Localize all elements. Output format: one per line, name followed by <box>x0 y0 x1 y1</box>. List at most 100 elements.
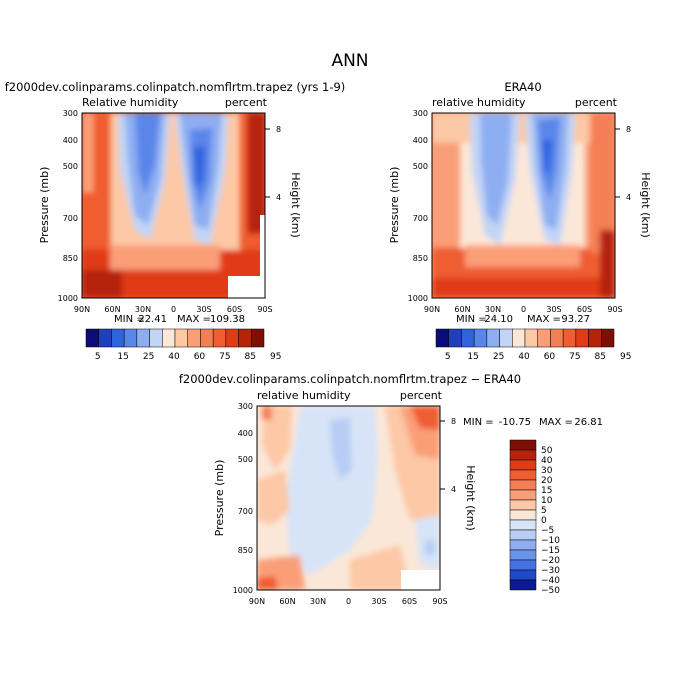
y2-tick-label: 4 <box>451 485 456 494</box>
colorbar-swatch <box>225 328 239 348</box>
x-tick-label: 90N <box>74 305 90 314</box>
panel-era40-variable: relative humidity <box>432 96 526 109</box>
panel-era40-xaxis: 90N 60N 30N 0 30S 60S 90S <box>424 305 623 314</box>
max-value: 93.27 <box>561 314 590 325</box>
y-tick-label: 1000 <box>408 294 428 303</box>
y2-tick-label: 8 <box>276 125 281 134</box>
y2-tick-label: 8 <box>451 417 456 426</box>
panel-model-yaxis: 300 400 500 700 850 1000 <box>58 109 78 303</box>
colorbar-label: −10 <box>541 536 560 546</box>
colorbar-label: −5 <box>541 526 554 536</box>
y2-tick-label: 4 <box>276 193 281 202</box>
y-tick-label: 700 <box>63 214 78 223</box>
colorbar-label: 5 <box>445 352 451 362</box>
panel-model-units: percent <box>225 96 268 109</box>
colorbar-label: 25 <box>143 352 154 362</box>
y-tick-label: 400 <box>63 136 78 145</box>
colorbar-label: 15 <box>117 352 128 362</box>
panel-model-colorbar: 5 15 25 40 60 75 85 95 <box>85 328 281 362</box>
colorbar-swatch <box>512 328 526 348</box>
colorbar-label: 15 <box>541 486 552 496</box>
x-tick-label: 90S <box>257 305 272 314</box>
y2-tick-label: 8 <box>626 125 631 134</box>
x-tick-label: 30S <box>371 597 386 606</box>
colorbar-label: 5 <box>95 352 101 362</box>
colorbar-swatch <box>200 328 214 348</box>
page-title: ANN <box>331 51 368 71</box>
panel-era40: ERA40 relative humidity percent <box>388 80 652 362</box>
panel-model-variable: Relative humidity <box>82 96 179 109</box>
colorbar-swatch <box>509 479 537 491</box>
min-label: MIN = <box>456 314 487 325</box>
colorbar-label: −20 <box>541 556 560 566</box>
panel-era40-units: percent <box>575 96 618 109</box>
colorbar-swatch <box>509 459 537 471</box>
max-value: 26.81 <box>574 417 603 428</box>
colorbar-swatch <box>509 469 537 481</box>
colorbar-swatch <box>136 328 150 348</box>
colorbar-swatch <box>499 328 513 348</box>
y-tick-label: 400 <box>238 429 253 438</box>
x-tick-label: 90N <box>424 305 440 314</box>
colorbar-label: 10 <box>541 496 553 506</box>
panel-era40-y2axis: 8 4 <box>615 125 631 202</box>
colorbar-swatch <box>509 539 537 551</box>
colorbar-swatch <box>174 328 188 348</box>
y-tick-label: 300 <box>413 109 428 118</box>
x-tick-label: 30S <box>546 305 561 314</box>
colorbar-label: 60 <box>544 352 556 362</box>
x-tick-label: 90N <box>249 597 265 606</box>
colorbar-swatch <box>509 559 537 571</box>
panel-model-y2label: Height (km) <box>289 172 302 238</box>
panel-era40-colorbar: 5 15 25 40 60 75 85 95 <box>435 328 631 362</box>
colorbar-swatch <box>509 529 537 541</box>
x-tick-label: 60S <box>402 597 417 606</box>
colorbar-swatch <box>509 569 537 581</box>
x-tick-label: 30S <box>196 305 211 314</box>
colorbar-swatch <box>524 328 538 348</box>
colorbar-swatch <box>509 489 537 501</box>
y-tick-label: 400 <box>413 136 428 145</box>
colorbar-label: 5 <box>541 506 547 516</box>
y2-tick-label: 4 <box>626 193 631 202</box>
panel-era40-yaxis: 300 400 500 700 850 1000 <box>408 109 428 303</box>
colorbar-swatch <box>435 328 449 348</box>
y-tick-label: 300 <box>63 109 78 118</box>
colorbar-label: −40 <box>541 576 560 586</box>
colorbar-label: 25 <box>493 352 504 362</box>
max-label: MAX = <box>177 314 211 325</box>
colorbar-label: 50 <box>541 446 553 456</box>
x-tick-label: 30N <box>135 305 151 314</box>
colorbar-swatch <box>509 499 537 511</box>
colorbar-label: 20 <box>541 476 553 486</box>
panel-model-y2axis: 8 4 <box>265 125 281 202</box>
colorbar-swatch <box>575 328 589 348</box>
colorbar-label: 40 <box>168 352 180 362</box>
min-value: 22.41 <box>138 314 167 325</box>
panel-difference: f2000dev.colinparams.colinpatch.nomflrtm… <box>179 372 603 606</box>
colorbar-swatch <box>461 328 475 348</box>
colorbar-swatch <box>123 328 138 348</box>
panel-difference-xaxis: 90N 60N 30N 0 30S 60S 90S <box>249 597 448 606</box>
colorbar-swatch <box>588 328 602 348</box>
x-tick-label: 60S <box>227 305 242 314</box>
colorbar-swatch <box>111 328 125 348</box>
x-tick-label: 30N <box>310 597 326 606</box>
x-tick-label: 30N <box>485 305 501 314</box>
panel-difference-y2axis: 8 4 <box>440 417 456 494</box>
y-tick-label: 1000 <box>58 294 78 303</box>
y-tick-label: 850 <box>413 254 428 263</box>
colorbar-swatch <box>509 549 537 561</box>
x-tick-label: 60N <box>279 597 295 606</box>
panel-era40-ylabel: Pressure (mb) <box>388 167 401 244</box>
panel-difference-yaxis: 300 400 500 700 850 1000 <box>233 402 253 595</box>
x-tick-label: 60N <box>454 305 470 314</box>
colorbar-label: 40 <box>541 456 553 466</box>
colorbar-label: 85 <box>595 352 606 362</box>
panel-difference-units: percent <box>400 389 443 402</box>
panel-difference-variable: relative humidity <box>257 389 351 402</box>
panel-model: f2000dev.colinparams.colinpatch.nomflrtm… <box>5 80 346 362</box>
y-tick-label: 850 <box>238 546 253 555</box>
x-tick-label: 0 <box>346 597 351 606</box>
